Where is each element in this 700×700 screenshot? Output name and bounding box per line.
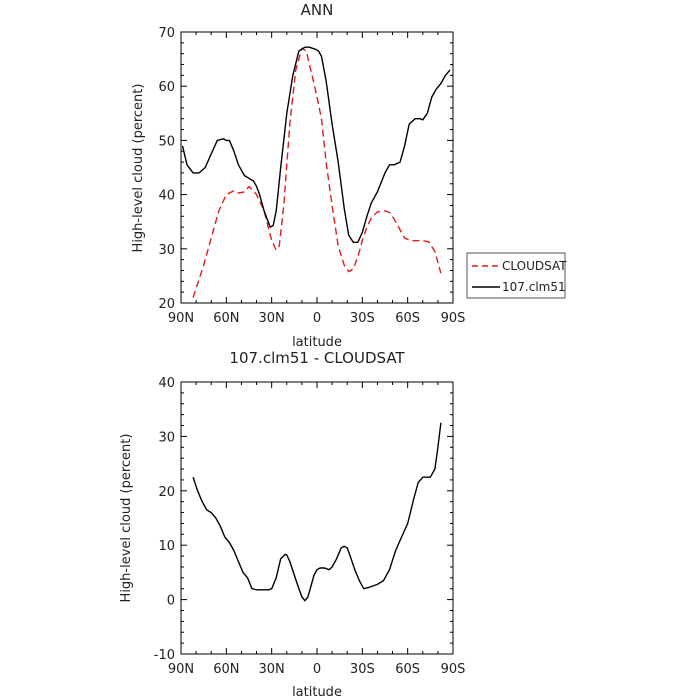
top-series-line-cloudsat [192,47,442,298]
bottom-x-tick-label: 90N [168,662,194,677]
top-y-tick-label: 60 [158,80,175,95]
legend: CLOUDSAT 107.clm51 [466,252,567,299]
top-y-tick-label: 40 [158,189,175,204]
top-x-axis-label: latitude [292,335,342,350]
top-x-tick-label: 60S [395,311,420,326]
top-x-tick-label: 90S [441,311,466,326]
bottom-y-tick-label: -10 [154,648,175,663]
bottom-plot-area: 90N 60N 30N 0 30S 60S 90S -10 0 10 20 30 40 [154,376,466,677]
top-y-axis-label: High-level cloud (percent) [131,84,146,253]
bottom-panel: 107.clm51 - CLOUDSAT 90N 60N 30N 0 30S 60S 90S… [119,349,465,700]
bottom-y-tick-label: 20 [158,485,175,500]
top-y-tick-label: 50 [158,134,175,149]
bottom-chart-title: 107.clm51 - CLOUDSAT [229,349,405,367]
top-x-tick-label: 30N [259,311,285,326]
bottom-x-tick-label: 30N [259,662,285,677]
top-plot-area: 90N 60N 30N 0 30S 60S 90S 20 30 40 50 60 70 [158,26,465,326]
bottom-y-tick-label: 40 [158,376,175,391]
bottom-x-tick-label: 0 [313,662,321,677]
top-chart-title: ANN [301,1,334,19]
legend-cloudsat-label: CLOUDSAT [502,259,567,273]
bottom-series-line-difference [192,422,442,602]
top-panel: ANN 90N 60N 30N 0 30S 60S 90S 20 30 40 50 60 70 lati… [131,1,465,350]
top-series-line-107-clm51 [181,46,451,244]
bottom-x-tick-label: 90S [441,662,466,677]
top-x-tick-label: 60N [213,311,239,326]
top-y-tick-label: 20 [158,297,175,312]
bottom-y-tick-label: 30 [158,430,175,445]
bottom-x-tick-label: 30S [350,662,375,677]
top-x-tick-label: 90N [168,311,194,326]
bottom-x-tick-label: 60N [213,662,239,677]
bottom-x-axis-label: latitude [292,685,342,700]
legend-box [466,252,566,299]
top-y-tick-label: 70 [158,26,175,41]
legend-clm51-label: 107.clm51 [502,280,566,294]
top-x-tick-label: 0 [313,311,321,326]
bottom-y-tick-label: 0 [167,594,175,609]
bottom-x-tick-label: 60S [395,662,420,677]
top-x-tick-label: 30S [350,311,375,326]
bottom-y-tick-label: 10 [158,539,175,554]
top-y-tick-label: 30 [158,243,175,258]
bottom-y-axis-label: High-level cloud (percent) [119,434,134,603]
